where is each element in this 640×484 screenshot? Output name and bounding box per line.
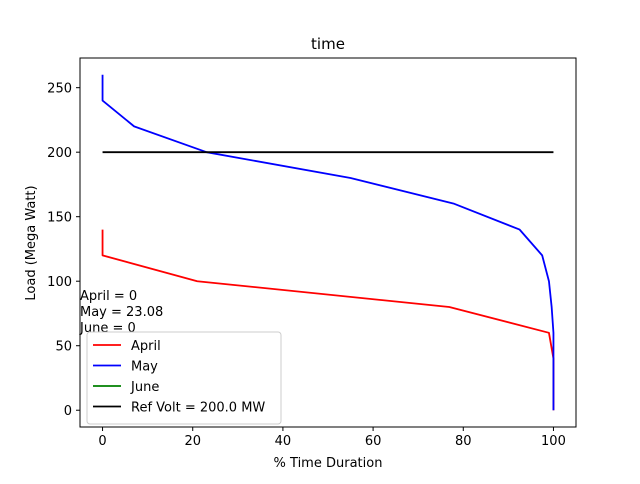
legend-label: Ref Volt = 200.0 MW — [131, 401, 265, 416]
annotation-text: April = 0 — [80, 289, 137, 304]
plot-frame — [79, 57, 577, 428]
y-axis-label: Load (Mega Watt) — [24, 185, 39, 300]
x-axis-label: % Time Duration — [274, 456, 383, 471]
plot-lines — [101, 74, 555, 411]
x-tick-label: 0 — [98, 434, 106, 449]
y-tick-label: 200 — [47, 146, 72, 161]
x-tick-label: 80 — [455, 434, 472, 449]
x-tick-label: 60 — [365, 434, 382, 449]
legend: April May June Ref Volt = 200.0 MW — [86, 331, 282, 425]
x-tick-label: 40 — [275, 434, 292, 449]
chart-title: time — [311, 35, 345, 53]
y-tick-label: 100 — [47, 275, 72, 290]
legend-label: May — [131, 360, 158, 375]
y-tick-label: 150 — [47, 211, 72, 226]
legend-box — [86, 331, 282, 425]
y-tick-label: 0 — [64, 404, 72, 419]
legend-label: June — [130, 380, 159, 395]
series-line-may — [101, 74, 555, 411]
x-tick-label: 100 — [541, 434, 566, 449]
axes-ticks: 0 20 40 60 80 100 0 50 100 150 200 250 — [47, 82, 566, 449]
legend-label: April — [131, 339, 161, 354]
x-tick-label: 20 — [184, 434, 201, 449]
y-tick-label: 50 — [55, 340, 72, 355]
y-tick-label: 250 — [47, 82, 72, 97]
annotation-text: May = 23.08 — [80, 305, 163, 320]
